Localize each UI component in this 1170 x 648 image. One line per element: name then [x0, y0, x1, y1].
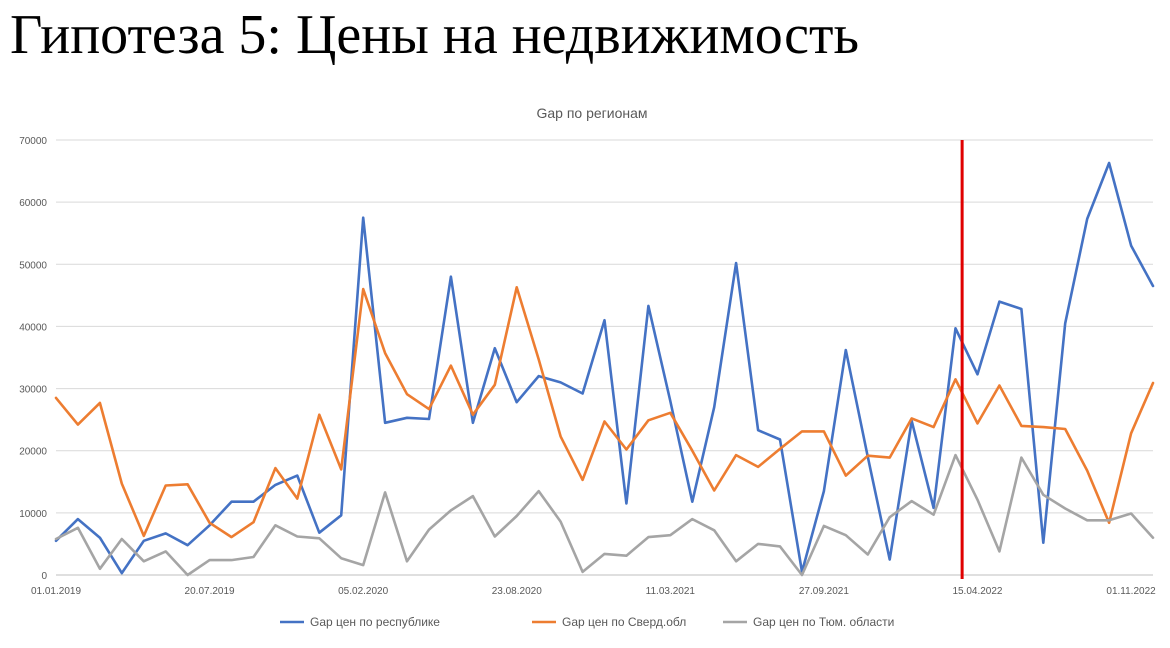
- x-tick-label: 20.07.2019: [185, 586, 235, 597]
- x-tick-label: 15.04.2022: [952, 586, 1002, 597]
- y-tick-label: 10000: [19, 509, 47, 520]
- y-tick-label: 70000: [19, 136, 47, 147]
- gridlines: [56, 139, 1153, 576]
- legend-label-1: Gap цен по республике: [310, 615, 440, 629]
- y-tick-label: 50000: [19, 260, 47, 271]
- legend-label-3: Gap цен по Тюм. области: [753, 615, 894, 629]
- x-tick-label: 11.03.2021: [646, 586, 696, 597]
- x-tick-label: 05.02.2020: [338, 586, 388, 597]
- x-tick-label: 01.01.2019: [31, 586, 81, 597]
- slide-title: Гипотеза 5: Цены на недвижимость: [10, 4, 860, 66]
- series-line-3: [54, 453, 1155, 577]
- y-axis: 0 10000 20000 30000 40000 50000 60000 70000: [19, 136, 47, 582]
- legend: Gap цен по республике Gap цен по Сверд.об…: [280, 615, 894, 629]
- y-tick-label: 20000: [19, 447, 47, 458]
- x-tick-label: 27.09.2021: [799, 586, 849, 597]
- chart-title: Gap по регионам: [536, 105, 647, 121]
- series-line-1: [54, 161, 1155, 575]
- x-axis: 01.01.2019 20.07.2019 05.02.2020 23.08.2020…: [31, 586, 1156, 597]
- x-tick-label: 01.11.2022: [1106, 586, 1156, 597]
- y-tick-label: 40000: [19, 322, 47, 333]
- x-tick-label: 23.08.2020: [492, 586, 542, 597]
- series-line-2: [54, 285, 1155, 539]
- series-lines: [54, 161, 1155, 577]
- y-tick-label: 0: [41, 571, 47, 582]
- y-tick-label: 60000: [19, 198, 47, 209]
- y-tick-label: 30000: [19, 385, 47, 396]
- legend-label-2: Gap цен по Сверд.обл: [562, 615, 686, 629]
